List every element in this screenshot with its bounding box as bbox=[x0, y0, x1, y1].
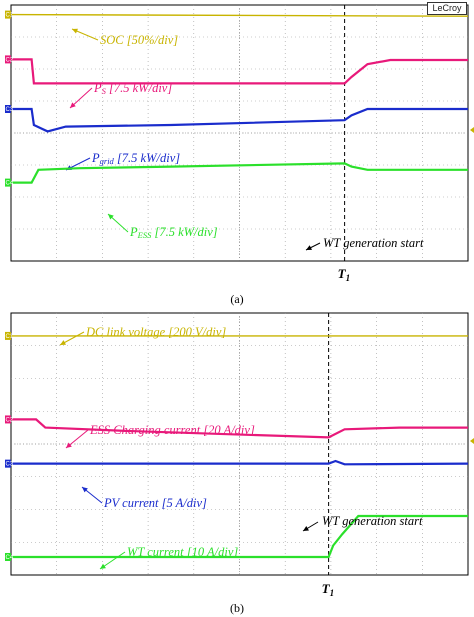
trigger-level-marker bbox=[470, 127, 474, 133]
series-label: PV current [5 A/div] bbox=[103, 496, 207, 510]
series-label: PESS [7.5 kW/div] bbox=[129, 225, 218, 240]
channel-label: C4 bbox=[6, 181, 14, 187]
panel-a: C1 SOC [50%/div] C2 PS [7.5 kW/div] C3 Pgrid … bbox=[5, 4, 474, 306]
label-arrowhead bbox=[66, 442, 72, 448]
channel-label: C3 bbox=[6, 462, 14, 468]
label-arrowhead bbox=[82, 487, 88, 493]
t1-label: T1 bbox=[322, 581, 334, 598]
channel-marker bbox=[5, 415, 11, 424]
trace-2 bbox=[11, 107, 468, 133]
channel-marker bbox=[5, 105, 11, 113]
trace-3 bbox=[11, 162, 468, 184]
channel-marker bbox=[5, 552, 11, 561]
channel-label: C1 bbox=[6, 334, 14, 340]
graticule bbox=[11, 313, 468, 575]
panel-caption: (b) bbox=[230, 601, 244, 615]
series-label: Pgrid [7.5 kW/div] bbox=[91, 151, 180, 166]
annotation-arrowhead bbox=[303, 525, 309, 531]
series-label: PS [7.5 kW/div] bbox=[93, 81, 172, 96]
trace-1 bbox=[11, 418, 468, 439]
label-arrowhead bbox=[108, 214, 114, 220]
channel-marker bbox=[5, 178, 11, 187]
series-label: WT current [10 A/div] bbox=[127, 545, 238, 559]
trigger-level-marker bbox=[470, 438, 474, 444]
label-arrowhead bbox=[60, 340, 66, 345]
channel-marker bbox=[5, 55, 11, 64]
channel-label: C1 bbox=[6, 13, 14, 19]
annotation-arrowhead bbox=[306, 245, 312, 250]
lecroy-logo: LeCroy bbox=[427, 2, 467, 15]
channel-marker bbox=[5, 459, 11, 468]
channel-label: C4 bbox=[6, 555, 14, 561]
panel-caption: (a) bbox=[230, 292, 243, 306]
channel-label: C2 bbox=[6, 417, 14, 423]
channel-marker bbox=[5, 331, 11, 340]
series-label: SOC [50%/div] bbox=[100, 33, 178, 47]
panel-b: C1 DC link voltage [200 V/div] C2 ESS Charg… bbox=[5, 312, 474, 615]
series-label: DC link voltage [200 V/div] bbox=[85, 325, 226, 339]
wt-start-annotation: WT generation start bbox=[323, 236, 424, 250]
series-label: ESS Charging current [20 A/div] bbox=[89, 423, 255, 437]
trace-3 bbox=[11, 514, 468, 559]
channel-label: C2 bbox=[6, 57, 14, 63]
label-arrowhead bbox=[72, 28, 78, 34]
wt-start-annotation: WT generation start bbox=[322, 514, 423, 528]
trace-0 bbox=[10, 13, 469, 17]
channel-label: C3 bbox=[6, 107, 14, 113]
graticule bbox=[11, 5, 468, 261]
trace-1 bbox=[11, 58, 468, 85]
label-arrowhead bbox=[70, 102, 76, 108]
t1-label: T1 bbox=[338, 266, 350, 283]
channel-marker bbox=[5, 10, 11, 19]
label-arrowhead bbox=[100, 563, 106, 569]
trace-2 bbox=[11, 459, 469, 466]
